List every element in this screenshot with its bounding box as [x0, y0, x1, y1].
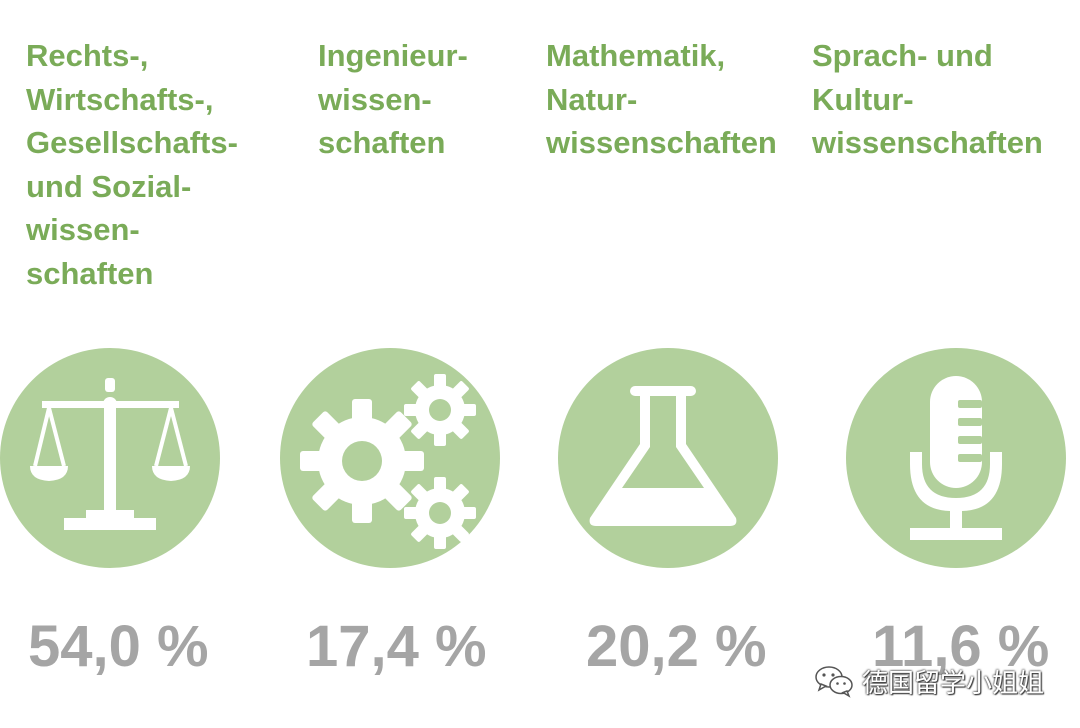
category-heading: Ingenieur- wissen- schaften	[318, 34, 468, 165]
heading-line: Sprach- und	[812, 38, 993, 73]
heading-line: Natur-	[546, 81, 638, 117]
heading-line: Wirtschafts-,	[26, 81, 214, 117]
heading-line: Ingenieur-	[318, 38, 468, 73]
icon-circle	[846, 348, 1066, 568]
heading-line: und Sozial-	[26, 168, 192, 204]
heading-line: wissen-	[318, 81, 432, 117]
heading-line: Gesellschafts-	[26, 125, 238, 160]
gears-icon	[300, 374, 476, 549]
heading-line: Mathematik,	[546, 38, 726, 73]
percentage-value: 11,6 %	[872, 614, 1050, 679]
heading-line: wissenschaften	[546, 125, 777, 160]
icon-circle	[280, 348, 500, 568]
icon-circle	[558, 348, 778, 568]
heading-line: Rechts-,	[26, 38, 149, 73]
heading-line: wissenschaften	[812, 125, 1043, 160]
microphone-icon	[910, 376, 1002, 540]
watermark: 德国留学小姐姐	[814, 664, 1045, 699]
heading-line: schaften	[26, 255, 154, 291]
category-heading: Mathematik, Natur- wissenschaften	[546, 34, 777, 165]
heading-line: Kultur-	[812, 81, 914, 117]
percentage-value: 20,2 %	[586, 614, 767, 679]
percentage-value: 54,0 %	[28, 614, 209, 679]
category-heading: Rechts-, Wirtschafts-, Gesellschafts- un…	[26, 34, 238, 295]
scales-of-justice-icon	[30, 378, 190, 530]
category-heading: Sprach- und Kultur- wissenschaften	[812, 34, 1043, 165]
icon-circle	[0, 348, 220, 568]
wechat-icon	[815, 666, 853, 698]
percentage-value: 17,4 %	[306, 614, 487, 679]
watermark-text: 德国留学小姐姐	[862, 668, 1045, 699]
flask-icon	[589, 386, 737, 526]
heading-line: wissen-	[26, 212, 140, 247]
heading-line: schaften	[318, 125, 446, 160]
